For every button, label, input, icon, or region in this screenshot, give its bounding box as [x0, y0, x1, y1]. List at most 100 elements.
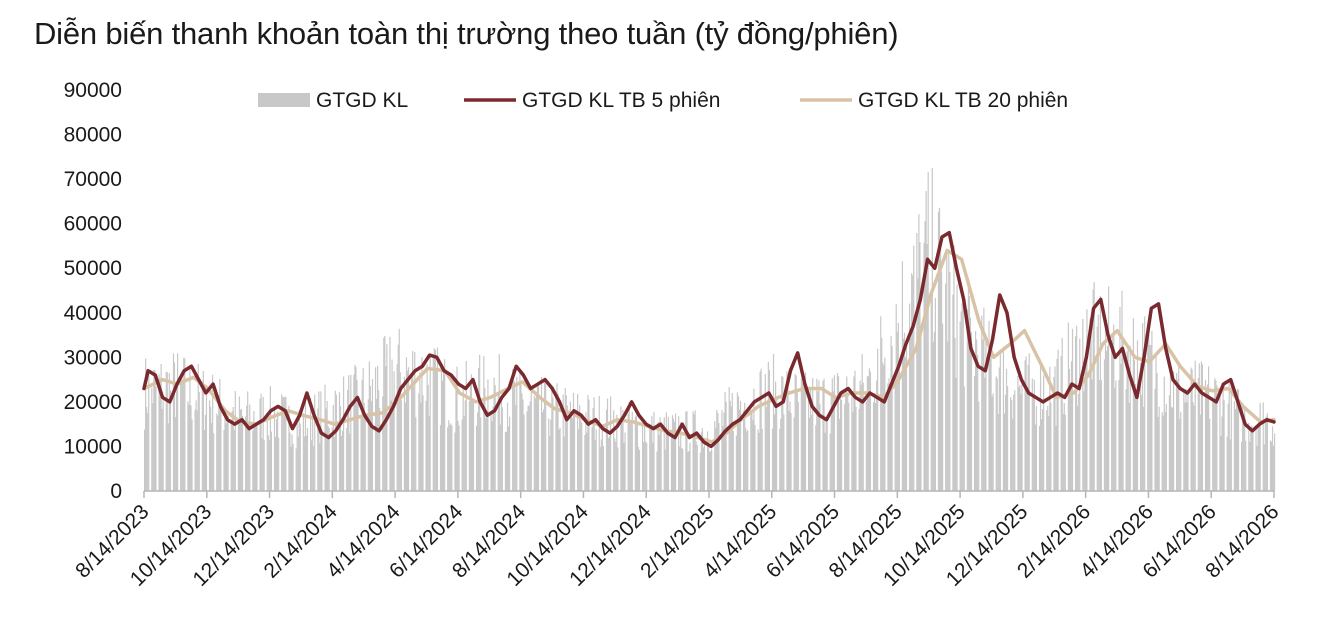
volume-bar: [220, 406, 222, 491]
series-line-20-session: [142, 248, 1276, 444]
volume-bar: [1100, 380, 1102, 491]
volume-bar: [1252, 428, 1254, 491]
volume-bar: [1158, 406, 1160, 491]
volume-bar: [949, 271, 951, 491]
volume-bar: [396, 364, 398, 491]
volume-bar: [579, 405, 581, 491]
volume-bar: [1204, 379, 1207, 491]
volume-bar: [1184, 402, 1186, 491]
volume-bar: [556, 383, 558, 491]
volume-bar: [555, 396, 557, 491]
volume-bar: [297, 436, 299, 491]
volume-bar: [282, 396, 284, 491]
volume-bar: [216, 413, 218, 491]
volume-bar: [187, 401, 189, 491]
volume-bar: [732, 430, 734, 491]
volume-bar: [1086, 309, 1088, 491]
y-tick-label: 40000: [64, 302, 122, 325]
volume-bar: [587, 395, 589, 491]
volume-bar: [910, 337, 912, 491]
volume-bar: [1104, 318, 1107, 491]
volume-bar: [184, 358, 186, 491]
volume-bar: [595, 429, 597, 491]
volume-bar: [1069, 386, 1072, 491]
volume-bar: [1178, 367, 1180, 491]
volume-bar: [1164, 411, 1166, 491]
volume-bar: [1038, 426, 1041, 491]
volume-bar: [927, 171, 929, 491]
volume-bar: [818, 380, 820, 491]
volume-bar: [255, 425, 257, 491]
volume-bar: [470, 374, 473, 491]
volume-bar: [1020, 394, 1022, 491]
volume-bar: [356, 379, 358, 491]
volume-bar: [309, 398, 312, 491]
volume-bar: [334, 390, 336, 491]
volume-bar: [385, 366, 387, 491]
volume-bar: [166, 372, 168, 491]
volume-bar: [1208, 366, 1210, 491]
volume-bar: [515, 405, 517, 491]
volume-bar: [183, 357, 185, 491]
volume-bar: [175, 385, 178, 491]
volume-bar: [572, 392, 575, 491]
volume-bar: [1248, 422, 1250, 491]
volume-bar: [735, 435, 738, 491]
volume-bar: [577, 393, 579, 491]
volume-bar: [1108, 286, 1110, 491]
volume-bar: [364, 414, 366, 491]
volume-bar: [911, 273, 913, 491]
volume-bar: [198, 392, 200, 491]
volume-bar: [225, 423, 227, 491]
volume-bar: [230, 422, 232, 491]
legend-label: GTGD KL: [316, 89, 408, 112]
volume-bar: [450, 423, 452, 491]
volume-bar: [1149, 345, 1151, 491]
volume-bar: [1063, 403, 1065, 491]
volume-bar: [362, 367, 364, 491]
volume-bar: [400, 399, 402, 491]
volume-bar: [479, 354, 481, 491]
volume-bar: [189, 366, 191, 491]
volume-bar: [1002, 346, 1005, 491]
volume-bar: [462, 385, 464, 491]
volume-bar: [1076, 325, 1078, 491]
volume-bar: [545, 378, 547, 491]
y-tick-label: 60000: [64, 213, 122, 236]
volume-bar: [559, 427, 561, 491]
volume-bar: [347, 389, 349, 491]
volume-bar: [1183, 391, 1185, 491]
volume-bar: [973, 375, 976, 491]
volume-bar: [398, 328, 400, 491]
volume-bar: [208, 400, 211, 491]
volume-bar: [1119, 307, 1121, 491]
volume-bar: [1084, 367, 1086, 491]
volume-bar: [637, 447, 640, 491]
volume-bar: [405, 357, 408, 491]
volume-bar: [469, 382, 471, 491]
volume-bar: [397, 344, 399, 491]
volume-bar: [382, 396, 384, 491]
volume-bar: [504, 431, 507, 491]
volume-bar: [1150, 345, 1152, 491]
volume-bar: [1221, 416, 1223, 491]
volume-bar: [527, 405, 529, 491]
volume-bar: [534, 398, 536, 491]
volume-bar: [1122, 342, 1124, 491]
volume-bar: [520, 383, 522, 491]
volume-bar: [1147, 337, 1149, 491]
volume-bar: [371, 379, 374, 491]
volume-bar: [1054, 366, 1056, 491]
volume-bar: [845, 392, 847, 491]
volume-bar: [895, 304, 897, 491]
volume-bar: [1235, 391, 1238, 491]
volume-bar: [432, 355, 434, 491]
volume-bar: [355, 366, 357, 491]
volume-bar: [499, 424, 501, 491]
volume-bar: [724, 391, 726, 491]
volume-bar: [673, 421, 676, 491]
volume-bar: [326, 400, 328, 491]
volume-bar: [284, 397, 286, 491]
volume-bar: [1024, 360, 1026, 491]
volume-bar: [1082, 318, 1084, 491]
